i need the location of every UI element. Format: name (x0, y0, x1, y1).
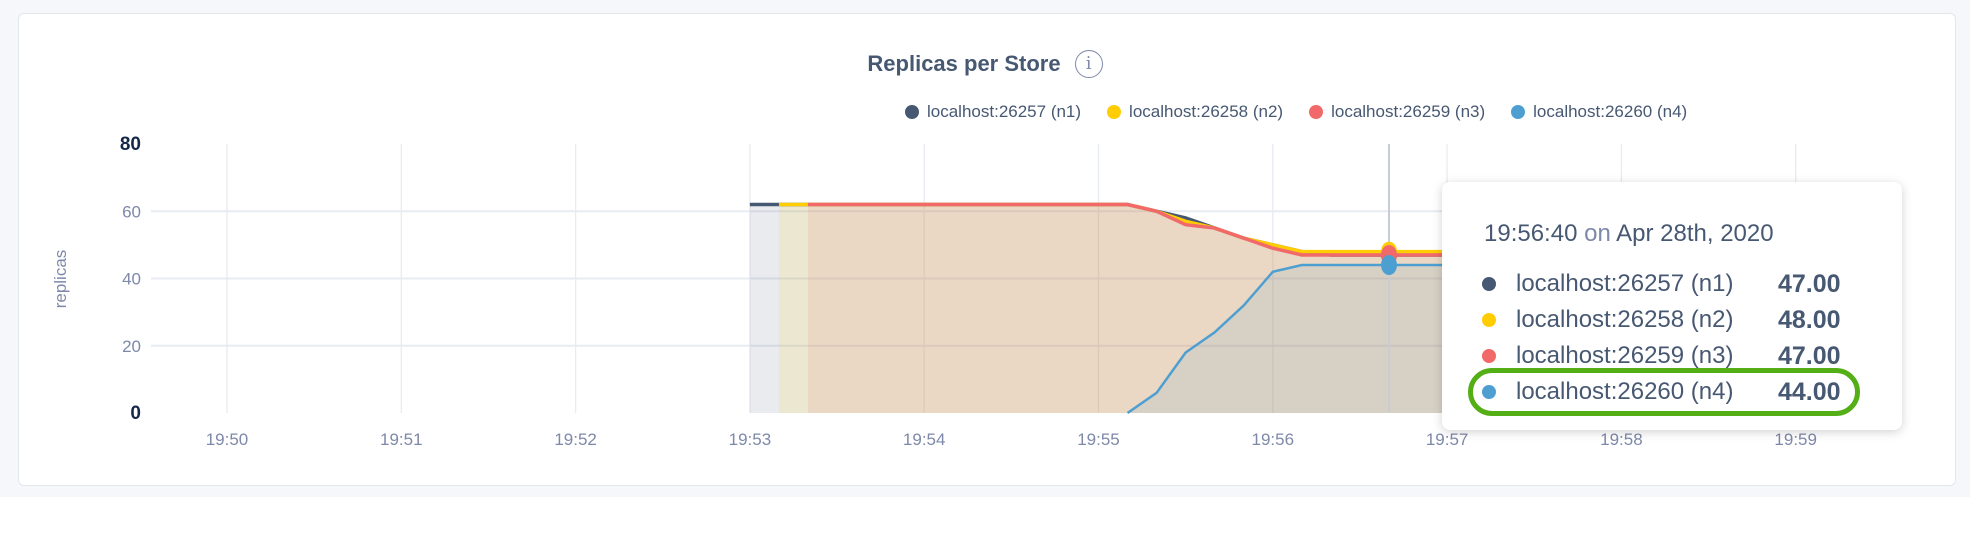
line-series-4 (1126, 263, 1477, 415)
legend-dot-icon (1511, 105, 1526, 119)
y-tick-label: 20 (122, 337, 141, 356)
y-tick-label: 40 (122, 270, 141, 289)
page-footer-area (0, 497, 1970, 540)
tooltip-label: localhost:26257 (n1) (1516, 270, 1734, 297)
tooltip-label: localhost:26258 (n2) (1516, 306, 1734, 333)
legend-item-n3[interactable]: localhost:26259 (n3) (1309, 102, 1485, 122)
legend-dot-icon (1309, 105, 1324, 119)
tooltip-row: localhost:26260 (n4) 44.00 (1482, 374, 1841, 410)
highlight-outline (1468, 368, 1860, 416)
tooltip-row: localhost:26258 (n2) 48.00 (1482, 302, 1841, 338)
series-dot-icon (1482, 349, 1496, 363)
hover-marker-4 (1381, 255, 1397, 276)
legend-dot-icon (1107, 105, 1122, 119)
tooltip-on: on (1584, 220, 1611, 247)
x-tick-label: 19:59 (1774, 430, 1817, 449)
tooltip-value: 48.00 (1778, 305, 1841, 334)
x-tick-label: 19:58 (1600, 430, 1643, 449)
y-tick-label: 60 (122, 202, 141, 221)
tooltip-value: 47.00 (1778, 341, 1841, 370)
y-tick-label: 80 (120, 134, 141, 155)
legend-dot-icon (905, 105, 919, 119)
tooltip-value: 47.00 (1778, 269, 1841, 298)
series-dot-icon (1482, 313, 1496, 327)
x-tick-label: 19:51 (380, 430, 423, 449)
legend: localhost:26257 (n1) localhost:26258 (n2… (905, 102, 1687, 122)
y-axis-label: replicas (51, 250, 70, 309)
series-dot-icon (1482, 277, 1496, 291)
y-tick-label: 0 (130, 403, 141, 424)
area-1 (749, 204, 1477, 413)
chart-header: Replicas per Store i (0, 50, 1970, 78)
tooltip-label: localhost:26260 (n4) (1516, 378, 1734, 405)
info-icon[interactable]: i (1074, 50, 1103, 78)
x-tick-label: 19:57 (1426, 430, 1469, 449)
tooltip-row: localhost:26257 (n1) 47.00 (1482, 266, 1841, 302)
x-tick-label: 19:56 (1252, 430, 1295, 449)
legend-label: localhost:26257 (n1) (927, 102, 1082, 121)
tooltip-value: 44.00 (1778, 377, 1841, 406)
tooltip-date: Apr 28th, 2020 (1616, 220, 1774, 247)
legend-label: localhost:26258 (n2) (1129, 102, 1284, 121)
legend-item-n4[interactable]: localhost:26260 (n4) (1511, 102, 1687, 122)
tooltip-row: localhost:26259 (n3) 47.00 (1482, 338, 1841, 374)
hover-tooltip: 19:56:40 on Apr 28th, 2020 localhost:262… (1442, 182, 1902, 430)
tooltip-label: localhost:26259 (n3) (1516, 342, 1734, 369)
tooltip-header: 19:56:40 on Apr 28th, 2020 (1484, 220, 1774, 248)
x-tick-label: 19:55 (1077, 430, 1120, 449)
x-tick-label: 19:50 (206, 430, 249, 449)
tooltip-time: 19:56:40 (1484, 220, 1578, 247)
legend-item-n2[interactable]: localhost:26258 (n2) (1107, 102, 1283, 122)
line-series-3 (808, 202, 1477, 257)
legend-item-n1[interactable]: localhost:26257 (n1) (905, 102, 1081, 122)
x-tick-label: 19:52 (554, 430, 597, 449)
x-tick-label: 19:54 (903, 430, 946, 449)
legend-label: localhost:26260 (n4) (1533, 102, 1688, 121)
chart-title: Replicas per Store (867, 51, 1061, 76)
x-tick-label: 19:53 (729, 430, 772, 449)
legend-label: localhost:26259 (n3) (1331, 102, 1486, 121)
